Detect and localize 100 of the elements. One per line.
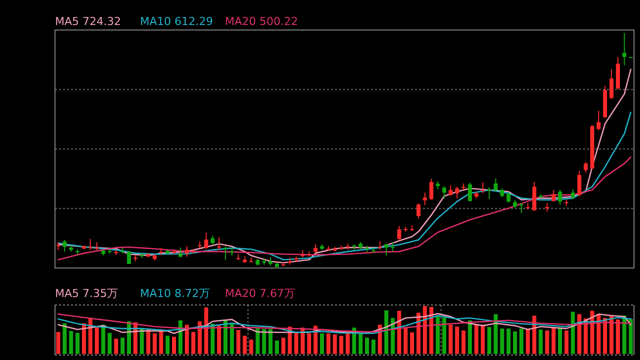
candlestick [422, 192, 427, 206]
bar [500, 328, 504, 354]
bar [526, 328, 530, 354]
candlestick [384, 243, 388, 256]
bar [339, 336, 344, 354]
bar [120, 338, 125, 354]
bar [494, 314, 498, 354]
candlestick [88, 238, 92, 250]
candlestick [62, 239, 67, 252]
bar [172, 336, 176, 354]
bar [468, 320, 472, 354]
bar [307, 333, 312, 354]
candlestick [184, 246, 189, 258]
candlestick [480, 182, 485, 194]
candlestick [429, 178, 434, 200]
bar [281, 338, 286, 354]
candlestick [622, 32, 626, 66]
bar [191, 332, 196, 354]
bar [332, 334, 337, 354]
bar [346, 333, 350, 354]
bar [236, 330, 240, 354]
candlestick [178, 247, 182, 258]
bar [140, 328, 144, 354]
bar [320, 333, 324, 354]
bar [436, 316, 440, 354]
text: MA20 7.67万 [225, 287, 296, 300]
bar [480, 324, 485, 354]
bar [82, 323, 86, 354]
bar [69, 330, 74, 354]
candlestick [506, 192, 511, 204]
candlestick [558, 190, 562, 206]
candlestick [532, 181, 536, 211]
bar [184, 324, 189, 354]
candlestick [223, 246, 228, 260]
bar [448, 324, 453, 354]
bar [462, 330, 466, 354]
bar [56, 332, 60, 354]
bar [506, 328, 511, 354]
bar [455, 326, 460, 354]
bar [577, 314, 582, 354]
bar [152, 333, 157, 354]
candlestick [552, 190, 556, 202]
bar [268, 329, 273, 354]
candlestick [94, 242, 99, 251]
bar [442, 318, 446, 354]
candlestick [468, 182, 472, 202]
bar [166, 336, 170, 354]
bar [274, 340, 279, 354]
candlestick [519, 202, 524, 214]
bar [94, 328, 99, 354]
bar [410, 332, 414, 354]
bar [384, 310, 388, 354]
bar [570, 312, 575, 354]
bar [538, 330, 543, 354]
bar [146, 330, 150, 354]
bar [552, 327, 556, 354]
bar [558, 328, 562, 354]
text: MA20 500.22 [225, 15, 298, 28]
bar [397, 310, 402, 354]
candlestick [397, 226, 402, 240]
candlestick [570, 188, 575, 200]
bar [603, 318, 608, 354]
bar [545, 330, 550, 354]
bar [429, 306, 434, 354]
candlestick [204, 232, 208, 250]
text: MA10 8.72万 [140, 287, 210, 300]
bar [609, 316, 614, 354]
bar [358, 333, 363, 354]
bar [230, 323, 234, 354]
bar [217, 326, 222, 354]
bar [564, 330, 568, 354]
bar [114, 338, 118, 354]
bar [616, 319, 620, 354]
candlestick [126, 250, 131, 264]
bar [210, 324, 215, 354]
bar [108, 332, 112, 354]
bar [256, 328, 260, 354]
candlestick [448, 184, 453, 196]
bar [262, 329, 266, 354]
candlestick [442, 186, 446, 200]
text: MA5 724.32 [55, 15, 121, 28]
bar [242, 336, 247, 354]
bar [404, 327, 408, 354]
text: MA5 7.35万 [55, 287, 118, 300]
bar [628, 318, 633, 354]
bar [371, 340, 376, 354]
bar [88, 318, 92, 354]
text: MA10 612.29 [140, 15, 213, 28]
bar [532, 316, 536, 354]
candlestick [494, 178, 498, 192]
candlestick [596, 110, 601, 132]
bar [159, 330, 164, 354]
bar [76, 332, 80, 354]
bar [249, 340, 254, 354]
bar [204, 307, 208, 354]
bar [519, 328, 524, 354]
candlestick [577, 170, 582, 198]
bar [422, 306, 427, 354]
bar [416, 312, 420, 354]
candlestick [609, 68, 614, 100]
